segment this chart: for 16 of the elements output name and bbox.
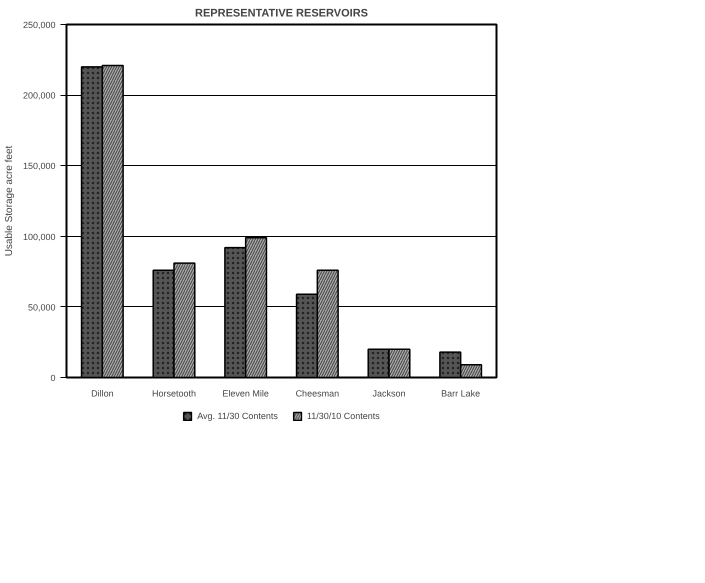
- chart-title: REPRESENTATIVE RESERVOIRS: [195, 8, 368, 20]
- x-tick-label: Eleven Mile: [222, 388, 269, 398]
- y-tick-label: 50,000: [28, 302, 56, 312]
- y-tick-label: 150,000: [22, 161, 56, 172]
- x-tick-label: Cheesman: [296, 388, 340, 398]
- x-tick-label: Horsetooth: [152, 388, 196, 398]
- y-axis-title: Usable Storage acre feet: [4, 145, 15, 256]
- y-tick-label: 0: [50, 373, 56, 383]
- legend-label: 11/30/10 Contents: [306, 411, 380, 421]
- y-tick-label: 250,000: [22, 20, 56, 30]
- x-tick-label: Barr Lake: [441, 388, 480, 398]
- y-tick-label: 200,000: [22, 90, 56, 101]
- x-tick-label: Dillon: [91, 388, 114, 398]
- legend-label: Avg. 11/30 Contents: [197, 411, 278, 421]
- y-tick-label: 100,000: [22, 232, 56, 242]
- x-tick-label: Jackson: [372, 388, 406, 398]
